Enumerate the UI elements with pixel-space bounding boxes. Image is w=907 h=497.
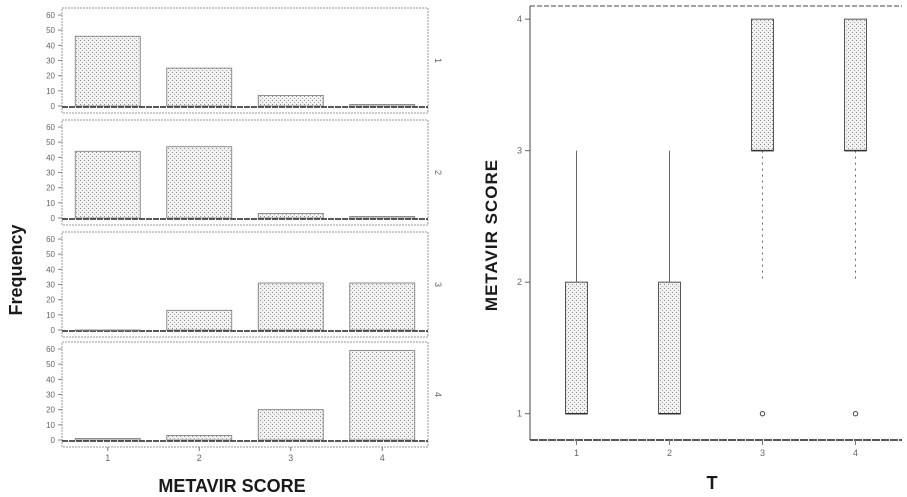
histogram-x-axis-label: METAVIR SCORE: [158, 476, 305, 496]
histogram-y-tick-label: 40: [46, 375, 55, 384]
histogram-y-tick-label: 10: [46, 87, 55, 96]
histogram-y-tick-label: 20: [46, 406, 55, 415]
boxplot-box: [844, 18, 867, 152]
histogram-y-tick-label: 50: [46, 26, 55, 35]
histogram-bar: [166, 67, 233, 107]
histogram-bar: [349, 104, 416, 107]
histogram-bar: [74, 438, 141, 441]
histogram-x-tick-label: 1: [105, 453, 110, 463]
histogram-y-tick-label: 10: [46, 311, 55, 320]
histogram-y-tick-label: 60: [46, 11, 55, 20]
histogram-y-tick-label: 30: [46, 281, 55, 290]
histogram-panels: 0102030405060101020304050602010203040506…: [46, 7, 443, 463]
boxplot-chart: METAVIR SCORE T 1 2 3 4 1 2 3 4: [482, 5, 902, 493]
histogram-y-tick-label: 0: [51, 326, 56, 335]
boxplot-marks: 1 2 3 4 1 2 3 4: [517, 5, 902, 458]
histogram-y-tick-label: 40: [46, 265, 55, 274]
histogram-bar: [166, 146, 233, 219]
boxplot-box: [658, 281, 681, 415]
histogram-y-tick-label: 60: [46, 235, 55, 244]
histogram-bar: [349, 350, 416, 441]
boxplot-box: [565, 281, 588, 415]
histogram-bar: [74, 329, 141, 331]
histogram-x-tick-label: 3: [288, 453, 293, 463]
histogram-y-tick-label: 60: [46, 123, 55, 132]
histogram-panel-label: 3: [433, 282, 443, 287]
histogram-y-tick-label: 30: [46, 169, 55, 178]
histogram-bar: [349, 282, 416, 331]
histogram-y-tick-label: 0: [51, 102, 56, 111]
histogram-y-tick-label: 30: [46, 57, 55, 66]
histogram-y-tick-label: 40: [46, 153, 55, 162]
histogram-y-tick-label: 20: [46, 296, 55, 305]
boxplot-y-tick-label: 2: [517, 277, 522, 287]
histogram-y-tick-label: 50: [46, 250, 55, 259]
boxplot-y-tick-label: 3: [517, 146, 522, 156]
histogram-bar: [166, 309, 233, 331]
histogram-x-tick-label: 2: [197, 453, 202, 463]
boxplot-outlier-point: [852, 410, 859, 417]
histogram-y-tick-label: 10: [46, 421, 55, 430]
boxplot-y-axis-label: METAVIR SCORE: [482, 159, 501, 311]
histogram-bar: [257, 94, 324, 107]
histogram-bar: [257, 213, 324, 219]
histogram-panel-label: 4: [433, 392, 443, 397]
histogram-bar: [74, 150, 141, 219]
boxplot-y-tick-label: 1: [517, 409, 522, 419]
histogram-bar: [349, 216, 416, 219]
boxplot-x-tick-label: 2: [667, 448, 672, 458]
histogram-y-tick-label: 30: [46, 391, 55, 400]
histogram-bar: [257, 409, 324, 441]
histogram-y-tick-label: 10: [46, 199, 55, 208]
boxplot-x-axis-label: T: [707, 473, 718, 493]
histogram-bar: [166, 435, 233, 441]
histogram-y-tick-label: 20: [46, 72, 55, 81]
histogram-y-tick-label: 0: [51, 214, 56, 223]
histogram-panel-label: 1: [433, 58, 443, 63]
boxplot-outlier-point: [759, 410, 766, 417]
boxplot-x-tick-label: 4: [853, 448, 858, 458]
boxplot-x-tick-label: 1: [574, 448, 579, 458]
histogram-bar: [74, 35, 141, 107]
histogram-chart: Frequency METAVIR SCORE 0102030405060101…: [6, 7, 443, 496]
histogram-y-tick-label: 20: [46, 184, 55, 193]
histogram-y-axis-label: Frequency: [6, 224, 26, 315]
boxplot-x-tick-label: 3: [760, 448, 765, 458]
histogram-x-tick-label: 4: [380, 453, 385, 463]
histogram-bar: [257, 282, 324, 331]
histogram-y-tick-label: 60: [46, 345, 55, 354]
histogram-y-tick-label: 50: [46, 138, 55, 147]
histogram-panel-label: 2: [433, 170, 443, 175]
histogram-y-tick-label: 50: [46, 360, 55, 369]
histogram-y-tick-label: 0: [51, 436, 56, 445]
histogram-y-tick-label: 40: [46, 41, 55, 50]
boxplot-box: [751, 18, 774, 152]
boxplot-y-tick-label: 4: [517, 14, 522, 24]
